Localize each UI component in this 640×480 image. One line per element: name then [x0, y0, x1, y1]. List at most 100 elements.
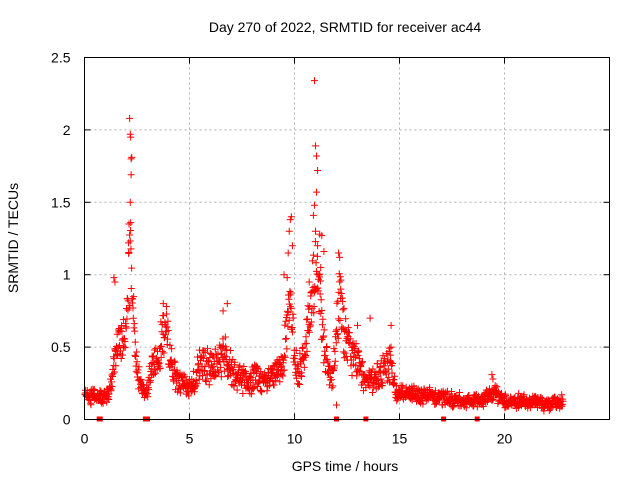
data-point [298, 373, 306, 381]
data-point [493, 383, 501, 391]
data-point [126, 114, 134, 122]
data-point [335, 249, 343, 257]
data-point [116, 342, 124, 350]
data-point [334, 330, 342, 338]
data-point [338, 323, 346, 331]
data-point [309, 211, 317, 219]
data-point [296, 349, 304, 357]
data-point [302, 352, 310, 360]
data-point [391, 372, 399, 380]
data-point [162, 331, 170, 339]
data-point [233, 386, 241, 394]
data-point [302, 339, 310, 347]
data-point [381, 355, 389, 363]
data-point [308, 257, 316, 265]
data-point [324, 358, 332, 366]
data-point [312, 142, 319, 150]
data-point [111, 278, 119, 286]
data-point [117, 347, 125, 355]
data-point [199, 372, 207, 380]
data-point [145, 385, 153, 393]
x-tick-label: 15 [392, 431, 408, 447]
data-point [328, 376, 336, 384]
data-point [130, 293, 138, 301]
data-point [226, 347, 234, 355]
data-point [132, 368, 140, 376]
data-point [201, 348, 209, 356]
data-point [281, 353, 289, 361]
data-point [229, 366, 237, 374]
data-point [240, 362, 248, 370]
data-point [353, 348, 361, 356]
data-point [131, 351, 139, 359]
data-point [289, 328, 297, 336]
data-point [164, 335, 172, 343]
data-point [317, 309, 325, 317]
data-point [380, 362, 388, 370]
data-point [127, 245, 135, 253]
data-point [215, 368, 223, 376]
data-point [304, 327, 312, 335]
y-axis: 0 0.5 1 1.5 2 2.5 [51, 50, 610, 428]
data-point [488, 371, 496, 379]
data-point [250, 385, 258, 393]
data-point [134, 366, 142, 374]
data-point [309, 251, 317, 259]
data-point [107, 378, 115, 386]
data-point [164, 327, 172, 335]
data-point [200, 347, 208, 355]
data-point [313, 252, 321, 260]
data-point [155, 359, 163, 367]
data-point [192, 376, 200, 384]
data-point [375, 367, 383, 375]
grid [84, 57, 610, 420]
data-point [110, 368, 118, 376]
data-point [456, 389, 464, 397]
data-point [126, 231, 134, 239]
data-point [270, 381, 278, 389]
data-point [162, 303, 170, 311]
data-point [127, 226, 135, 234]
data-point [386, 344, 394, 352]
data-point [489, 396, 497, 404]
data-point [447, 387, 455, 395]
data-point [334, 334, 342, 342]
data-point [171, 358, 179, 366]
data-point [280, 366, 288, 374]
data-point [161, 334, 169, 342]
data-point [435, 389, 443, 397]
data-point [151, 369, 159, 377]
data-point [301, 340, 309, 348]
data-point [310, 309, 318, 317]
data-point [293, 374, 301, 382]
data-point [208, 364, 216, 372]
data-point [246, 389, 254, 397]
data-point [303, 316, 311, 324]
data-point [125, 248, 133, 256]
data-point [109, 370, 117, 378]
data-point [222, 343, 230, 351]
data-point [305, 328, 313, 336]
data-point [284, 307, 292, 315]
data-point [217, 363, 225, 371]
data-point [387, 321, 395, 329]
data-point [157, 353, 165, 361]
data-point [307, 318, 315, 326]
data-point [355, 348, 363, 356]
data-point [205, 381, 213, 389]
x-axis-label: GPS time / hours [292, 458, 399, 474]
data-point [314, 242, 322, 250]
data-point [277, 362, 285, 370]
y-tick-label: 1.5 [51, 194, 71, 210]
data-point [193, 380, 201, 388]
data-point [113, 343, 121, 351]
data-point [236, 362, 244, 370]
data-point [281, 321, 289, 329]
data-point [399, 382, 407, 390]
data-point [211, 345, 219, 353]
data-point [223, 346, 231, 354]
data-point [358, 358, 366, 366]
data-point [335, 270, 343, 278]
data-point [379, 379, 387, 387]
data-point [290, 358, 298, 366]
